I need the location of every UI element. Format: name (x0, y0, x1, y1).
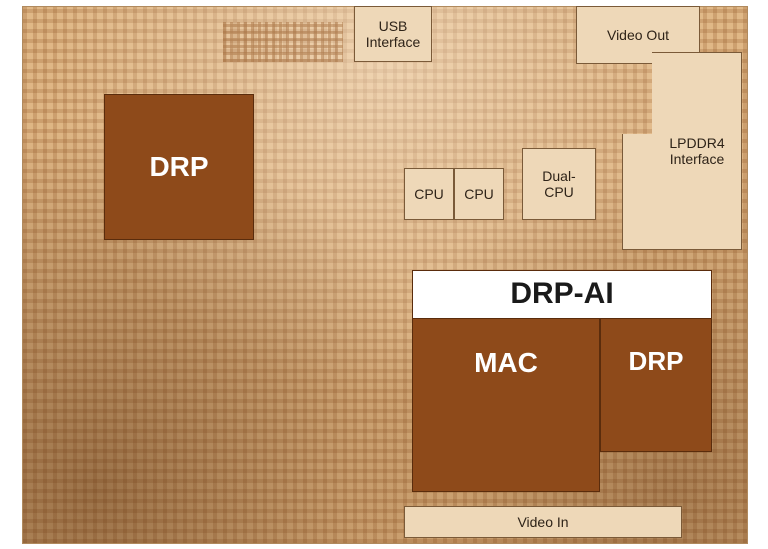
cpu-block-1: CPU (404, 168, 454, 220)
drp-block: DRP (104, 94, 254, 240)
usb-interface-block: USB Interface (354, 6, 432, 62)
dual-cpu-block: Dual- CPU (522, 148, 596, 220)
cpu-block-2: CPU (454, 168, 504, 220)
video-in-block: Video In (404, 506, 682, 538)
drp-ai-drp-block: DRP (600, 318, 712, 452)
drp-ai-title-bar: DRP-AI (412, 270, 712, 318)
lpddr4-label: LPDDR4 Interface (669, 135, 724, 167)
chip-floorplan-canvas: USB Interface Video Out DRP CPU CPU Dual… (0, 0, 768, 549)
mac-block: MAC (412, 318, 600, 492)
